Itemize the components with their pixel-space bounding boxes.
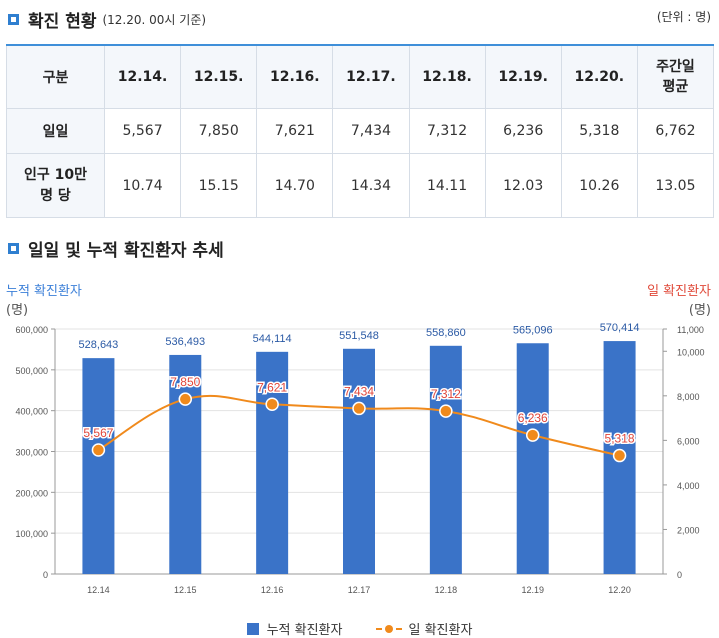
x-tick-label: 12.19 <box>521 585 544 595</box>
section-square-icon <box>8 243 19 254</box>
daily-cases-label: 7,434 <box>344 384 374 398</box>
right-tick-label: 6,000 <box>677 436 700 446</box>
bar-value-label: 528,643 <box>79 339 119 351</box>
legend-label: 누적 확진환자 <box>266 623 343 638</box>
x-tick-label: 12.20 <box>608 585 631 595</box>
left-tick-label: 100,000 <box>15 529 48 539</box>
table-cell: 14.70 <box>256 153 334 218</box>
legend-label: 일 확진환자 <box>408 623 473 638</box>
table-cell: 13.05 <box>636 153 715 218</box>
left-tick-label: 600,000 <box>15 325 48 335</box>
x-tick-label: 12.14 <box>87 585 110 595</box>
right-axis-unit: (명) <box>688 303 711 318</box>
table-cell: 5,318 <box>560 108 638 154</box>
section-title-trend: 일일 및 누적 확진환자 추세 <box>8 236 224 261</box>
x-tick-label: 12.15 <box>174 585 197 595</box>
legend-line-swatch <box>376 623 403 635</box>
table-header-cell: 12.19. <box>484 44 562 109</box>
table-cell: 10.74 <box>103 153 182 218</box>
left-axis-title-text: 누적 확진환자 <box>6 284 82 299</box>
table-row-label: 일일 <box>6 108 105 154</box>
daily-cases-label: 5,567 <box>83 426 113 440</box>
legend-item-daily: 일 확진환자 <box>376 619 472 638</box>
bar <box>429 345 462 574</box>
daily-cases-label: 7,621 <box>257 380 287 394</box>
bar-value-label: 565,096 <box>513 324 553 336</box>
right-tick-label: 0 <box>677 570 682 580</box>
left-tick-label: 0 <box>43 570 48 580</box>
table-header-cell: 12.18. <box>408 44 486 109</box>
bar <box>256 351 289 574</box>
left-axis-title: 누적 확진환자 (명) <box>6 280 82 318</box>
x-tick-label: 12.18 <box>435 585 458 595</box>
daily-cases-point <box>178 392 193 406</box>
table-header-row: 구분 12.14. 12.15. 12.16. 12.17. 12.18. 12… <box>6 44 715 109</box>
daily-cases-label: 7,312 <box>431 387 461 401</box>
table-cell: 14.11 <box>408 153 486 218</box>
x-tick-label: 12.17 <box>348 585 371 595</box>
left-tick-label: 200,000 <box>15 488 48 498</box>
daily-cases-point <box>352 401 366 416</box>
table-cell: 10.26 <box>560 153 638 218</box>
table-cell: 15.15 <box>180 153 258 218</box>
daily-cases-point <box>525 428 540 442</box>
bar-value-label: 570,414 <box>600 322 640 334</box>
table-cell: 7,850 <box>180 108 258 154</box>
bar <box>516 343 549 574</box>
table-header-cell: 주간일 평균 <box>636 44 715 109</box>
right-tick-label: 8,000 <box>677 392 700 402</box>
table-cell: 6,762 <box>636 108 715 154</box>
right-tick-label: 11,000 <box>677 325 704 335</box>
legend-item-cumulative: 누적 확진환자 <box>246 619 343 638</box>
table-row: 인구 10만 명 당 10.74 15.15 14.70 14.34 14.11… <box>6 153 715 218</box>
table-row: 일일 5,567 7,850 7,621 7,434 7,312 6,236 5… <box>6 108 715 154</box>
legend-bar-swatch <box>246 622 259 635</box>
table-cell: 12.03 <box>484 153 562 218</box>
unit-label: (단위 : 명) <box>656 10 711 24</box>
left-axis-unit: (명) <box>6 303 29 318</box>
bar-value-label: 536,493 <box>165 336 205 348</box>
table-header-cell: 12.14. <box>103 44 182 109</box>
daily-cases-label: 5,318 <box>605 432 635 446</box>
daily-cases-point <box>439 404 453 418</box>
daily-cases-label: 7,850 <box>170 375 200 389</box>
status-title: 확진 현황 <box>28 12 97 32</box>
section-title-status: 확진 현황 (12.20. 00시 기준) <box>8 7 206 32</box>
right-tick-label: 2,000 <box>677 525 700 535</box>
daily-cases-label: 6,236 <box>518 411 548 425</box>
table-cell: 7,621 <box>256 108 334 154</box>
daily-cases-point <box>612 448 627 463</box>
bar <box>82 358 115 574</box>
daily-cases-point <box>265 397 279 412</box>
table-header-cell: 구분 <box>6 44 105 109</box>
table-cell: 5,567 <box>103 108 182 154</box>
left-tick-label: 300,000 <box>15 448 48 458</box>
status-table: 구분 12.14. 12.15. 12.16. 12.17. 12.18. 12… <box>6 44 715 218</box>
bar-value-label: 551,548 <box>339 330 379 342</box>
bar-value-label: 558,860 <box>426 327 466 339</box>
bar-value-label: 544,114 <box>253 333 292 345</box>
table-row-label: 인구 10만 명 당 <box>6 153 105 218</box>
trend-chart: 0 100,000 200,000 300,000 400,000 500,000 600,… <box>15 322 705 595</box>
chart-legend: 누적 확진환자 일 확진환자 <box>0 619 719 638</box>
table-header-cell: 12.20. <box>560 44 638 109</box>
table-cell: 14.34 <box>332 153 410 218</box>
right-tick-label: 10,000 <box>677 347 705 357</box>
left-tick-label: 500,000 <box>15 366 48 376</box>
left-tick-label: 400,000 <box>15 407 48 417</box>
status-subtitle: (12.20. 00시 기준) <box>102 13 207 27</box>
bar <box>169 354 202 574</box>
x-tick-label: 12.16 <box>261 585 284 595</box>
trend-title: 일일 및 누적 확진환자 추세 <box>28 241 224 261</box>
daily-cases-point <box>91 443 106 457</box>
right-axis-title: 일 확진환자 (명) <box>647 280 711 318</box>
bar <box>343 348 375 574</box>
right-axis-title-text: 일 확진환자 <box>647 284 711 299</box>
right-tick-label: 4,000 <box>677 481 700 491</box>
table-cell: 7,434 <box>332 108 410 154</box>
section-square-icon <box>8 14 19 25</box>
